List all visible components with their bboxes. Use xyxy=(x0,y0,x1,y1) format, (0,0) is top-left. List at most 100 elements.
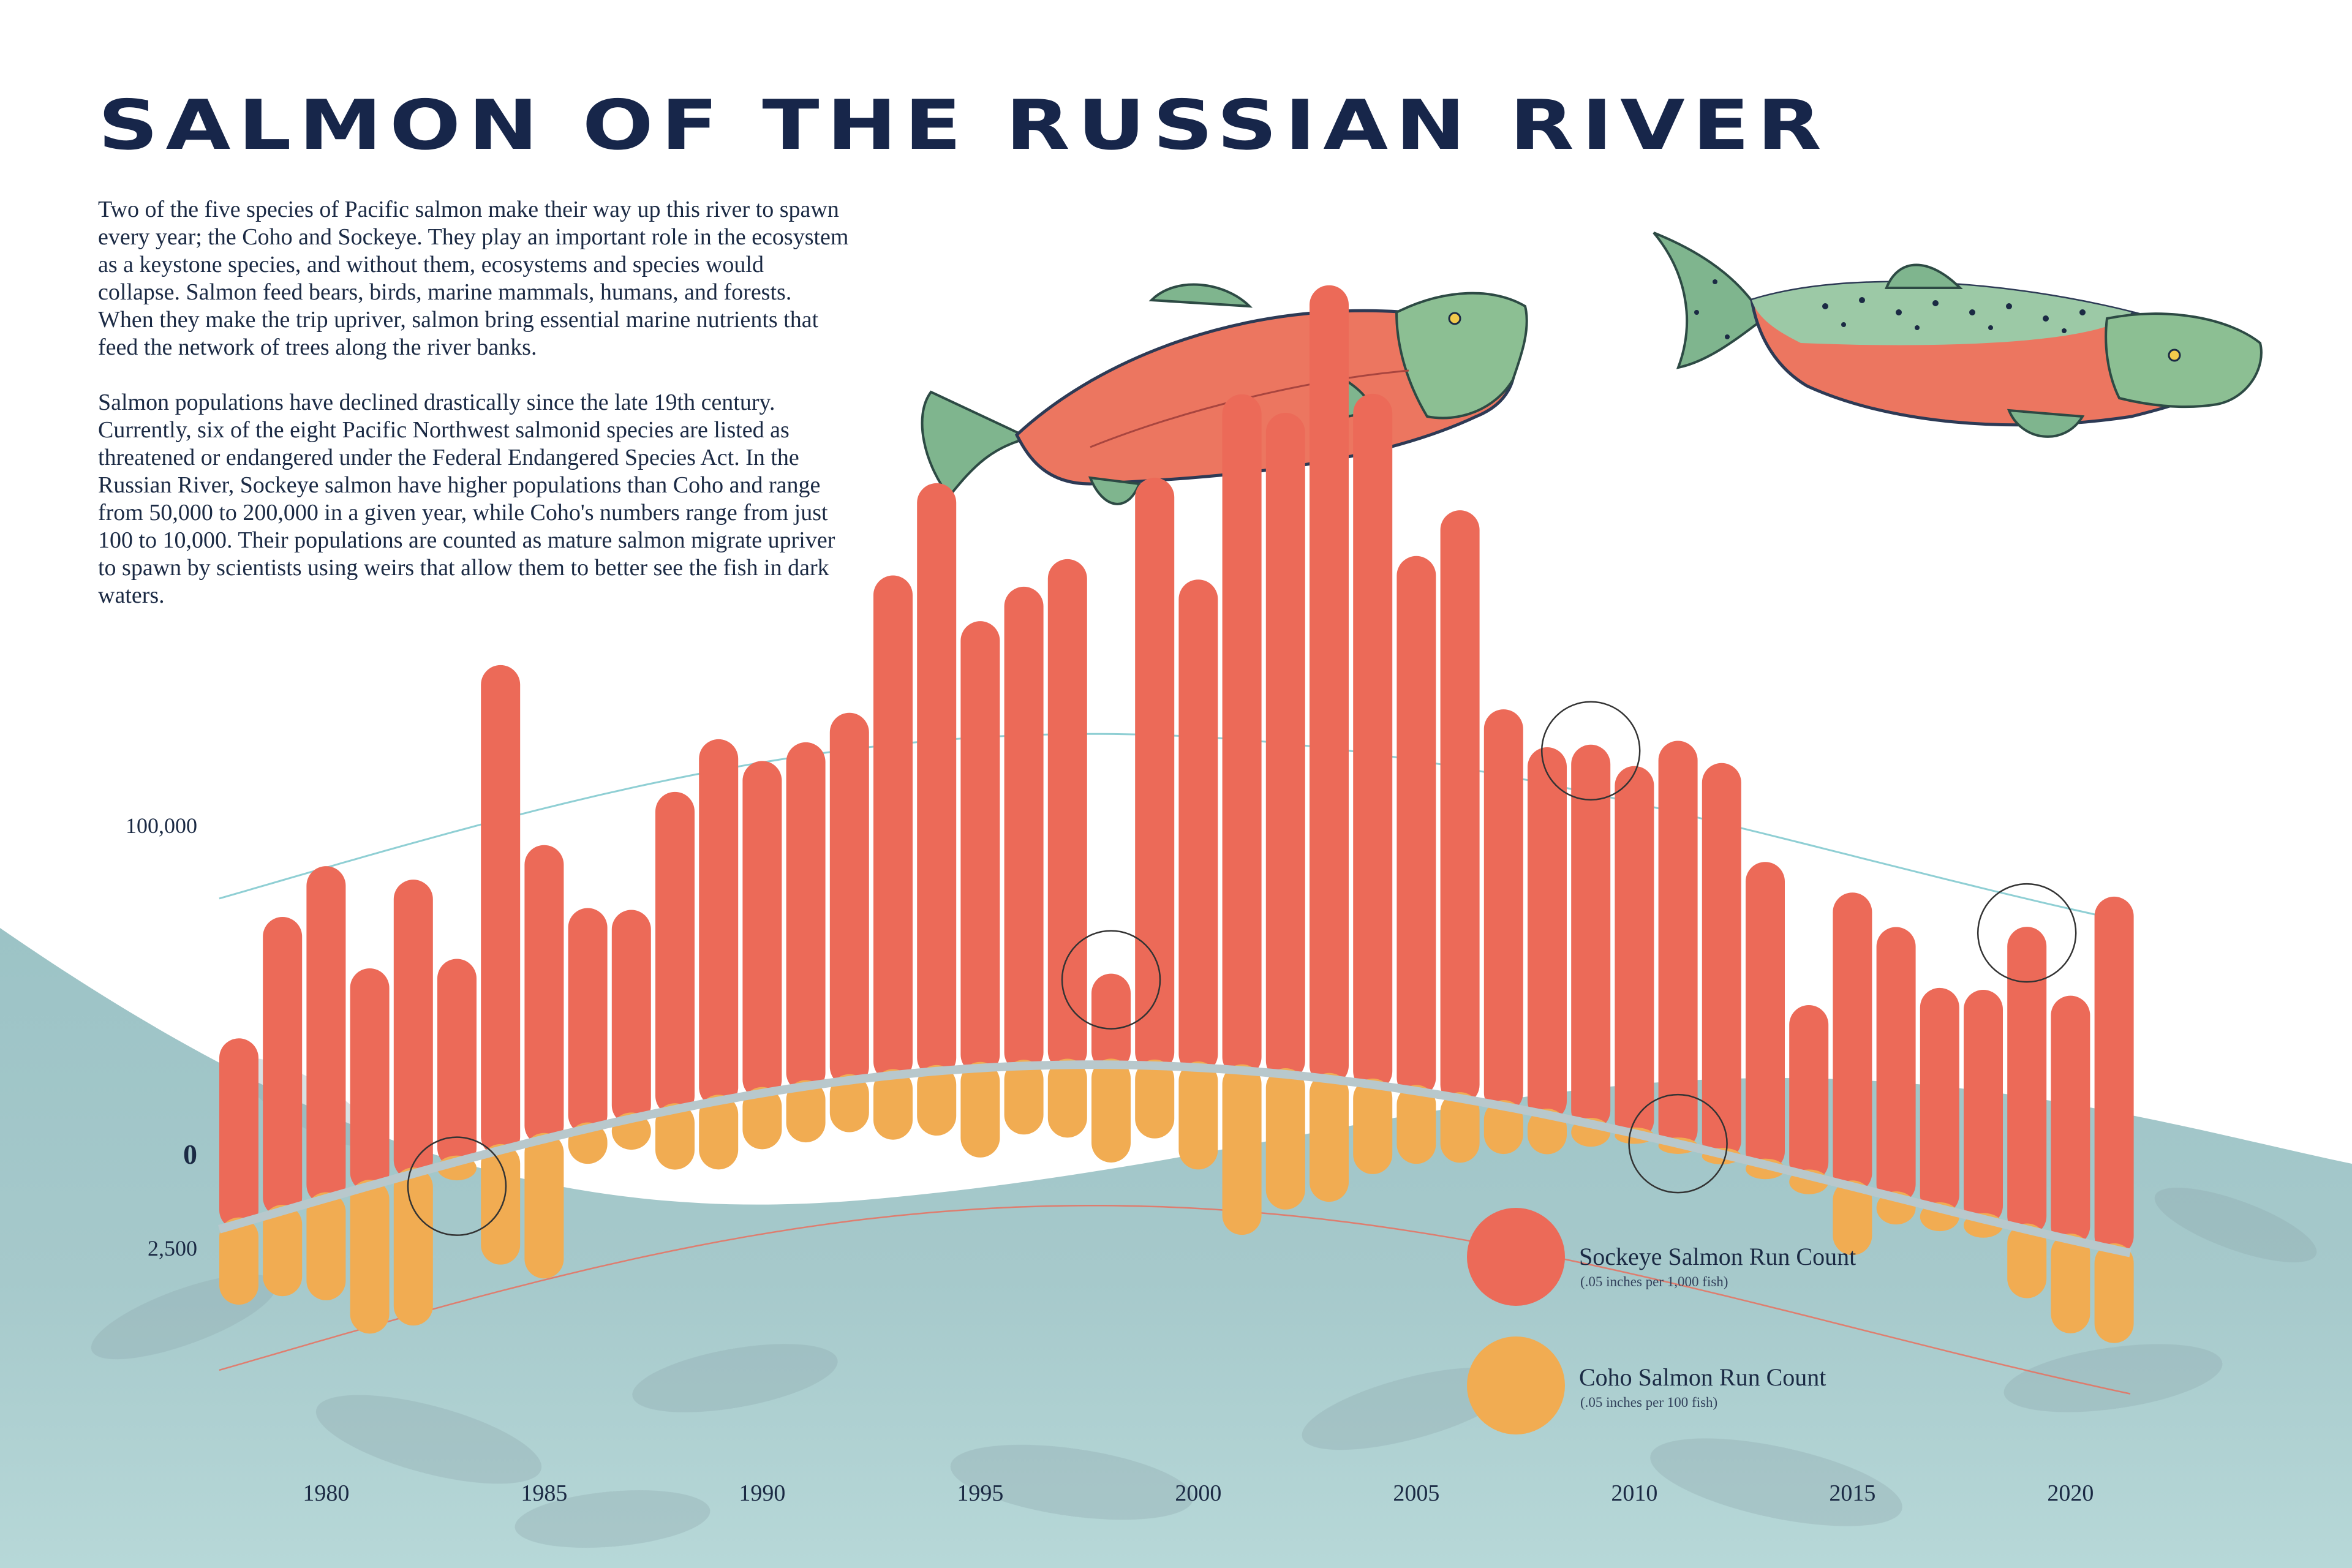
sockeye-bar-2015 xyxy=(1833,892,1872,1193)
coho-bar-2019 xyxy=(2007,1223,2047,1298)
x-tick-label: 2020 xyxy=(2047,1480,2094,1506)
sockeye-bar-1990 xyxy=(742,761,782,1099)
sockeye-bar-1980 xyxy=(306,866,346,1205)
coho-bar-1978 xyxy=(219,1217,258,1305)
sockeye-bar-1996 xyxy=(1004,586,1044,1072)
sockeye-bar-2001 xyxy=(1222,394,1262,1077)
coho-bar-2015 xyxy=(1833,1180,1872,1256)
y-tick-label: 100,000 xyxy=(126,813,197,838)
sockeye-salmon-illustration xyxy=(921,283,1528,505)
sockeye-bar-1993 xyxy=(873,575,913,1082)
sockeye-bar-2014 xyxy=(1789,1005,1829,1182)
sockeye-bar-2021 xyxy=(2094,896,2134,1256)
sockeye-bar-2007 xyxy=(1483,709,1523,1113)
y-tick-label: 2,500 xyxy=(148,1236,197,1261)
x-tick-label: 1990 xyxy=(739,1480,785,1506)
coho-guide-line xyxy=(219,1204,2131,1395)
coho-bar-1997 xyxy=(1047,1058,1087,1138)
sockeye-bar-2003 xyxy=(1310,285,1349,1085)
sockeye-bar-1994 xyxy=(917,483,957,1077)
sockeye-bar-1997 xyxy=(1047,559,1087,1071)
x-tick-label: 1985 xyxy=(521,1480,567,1506)
sockeye-bar-2011 xyxy=(1658,741,1698,1150)
sockeye-bar-2018 xyxy=(1964,990,2003,1226)
baseline-wave xyxy=(218,1060,2132,1257)
coho-bar-1995 xyxy=(960,1061,1000,1158)
page-title: SALMON OF THE RUSSIAN RIVER xyxy=(98,86,1829,165)
sockeye-bar-2020 xyxy=(2051,995,2090,1246)
sockeye-bar-2012 xyxy=(1702,763,1741,1161)
intro-text: Two of the five species of Pacific salmo… xyxy=(98,196,851,637)
highlight-circle-2009 xyxy=(1540,701,1641,801)
sockeye-bar-1988 xyxy=(655,791,695,1116)
sockeye-bar-1991 xyxy=(786,742,826,1093)
x-tick-label: 2015 xyxy=(1829,1480,1875,1506)
coho-bar-2006 xyxy=(1440,1092,1480,1163)
coho-bar-2000 xyxy=(1178,1061,1218,1170)
x-tick-label: 1980 xyxy=(303,1480,349,1506)
sockeye-bar-2005 xyxy=(1396,556,1436,1098)
y-tick-label: 0 xyxy=(183,1139,197,1170)
coho-bar-1996 xyxy=(1004,1060,1044,1135)
sockeye-bar-2008 xyxy=(1528,747,1567,1121)
sockeye-bar-1981 xyxy=(350,968,390,1193)
coho-bar-2020 xyxy=(2051,1234,2090,1333)
sockeye-bar-1982 xyxy=(393,880,433,1180)
sockeye-bar-2016 xyxy=(1876,927,1916,1204)
legend-coho-swatch xyxy=(1467,1336,1565,1434)
highlight-circle-1983 xyxy=(407,1136,507,1236)
x-tick-label: 1995 xyxy=(957,1480,1003,1506)
x-tick-label: 2010 xyxy=(1611,1480,1657,1506)
legend-coho-label: Coho Salmon Run Count xyxy=(1579,1363,1826,1391)
coho-bar-2007 xyxy=(1483,1100,1523,1155)
legend-coho-note: (.05 inches per 100 fish) xyxy=(1580,1395,1718,1410)
sockeye-bar-2000 xyxy=(1178,579,1218,1074)
intro-paragraph-2: Salmon populations have declined drastic… xyxy=(98,390,835,608)
intro-paragraph-1: Two of the five species of Pacific salmo… xyxy=(98,197,849,360)
coho-bar-1984 xyxy=(481,1144,521,1265)
sockeye-bar-1986 xyxy=(568,908,608,1135)
sockeye-guide-line xyxy=(219,733,2131,924)
coho-bar-2021 xyxy=(2094,1243,2134,1343)
fish-silhouettes xyxy=(91,1058,2317,1548)
coho-bar-2002 xyxy=(1265,1068,1305,1210)
sockeye-bar-1979 xyxy=(263,917,303,1218)
sockeye-bar-1999 xyxy=(1135,477,1175,1072)
coho-bar-1998 xyxy=(1091,1058,1131,1163)
coho-bar-1981 xyxy=(350,1180,390,1334)
coho-bar-2001 xyxy=(1222,1064,1262,1235)
coho-bar-1988 xyxy=(655,1103,695,1170)
coho-bar-2004 xyxy=(1353,1078,1393,1174)
coho-bar-1985 xyxy=(524,1133,564,1279)
sockeye-bar-1989 xyxy=(699,739,739,1107)
x-tick-label: 2000 xyxy=(1175,1480,1221,1506)
sockeye-bar-1992 xyxy=(829,712,869,1087)
coho-salmon-illustration xyxy=(1653,232,2263,438)
sockeye-bar-1978 xyxy=(219,1038,258,1230)
sockeye-bar-1983 xyxy=(437,959,477,1168)
legend-sockeye-swatch xyxy=(1467,1208,1565,1306)
sockeye-bar-1987 xyxy=(611,910,651,1125)
sockeye-bar-1998 xyxy=(1091,973,1131,1071)
sockeye-bar-2006 xyxy=(1440,510,1480,1105)
sockeye-bar-2002 xyxy=(1265,412,1305,1080)
coho-bar-1982 xyxy=(393,1167,433,1326)
sockeye-bar-2019 xyxy=(2007,927,2047,1236)
sockeye-bar-2013 xyxy=(1746,862,1785,1171)
sockeye-bar-2017 xyxy=(1920,987,1959,1215)
legend-sockeye-label: Sockeye Salmon Run Count xyxy=(1579,1243,1856,1270)
coho-bar-1990 xyxy=(742,1087,782,1150)
highlight-circle-1998 xyxy=(1061,930,1161,1030)
coho-bar-2003 xyxy=(1310,1072,1349,1202)
coho-bar-1994 xyxy=(917,1065,957,1136)
coho-bar-1992 xyxy=(829,1074,869,1133)
sockeye-bar-1984 xyxy=(481,665,521,1156)
coho-bar-1979 xyxy=(263,1205,303,1297)
sockeye-bar-1995 xyxy=(960,621,1000,1074)
coho-bar-1989 xyxy=(699,1095,739,1170)
sockeye-bar-2009 xyxy=(1571,744,1611,1130)
x-tick-label: 2005 xyxy=(1393,1480,1439,1506)
legend-sockeye-note: (.05 inches per 1,000 fish) xyxy=(1580,1274,1728,1289)
sockeye-bar-1985 xyxy=(524,845,564,1145)
